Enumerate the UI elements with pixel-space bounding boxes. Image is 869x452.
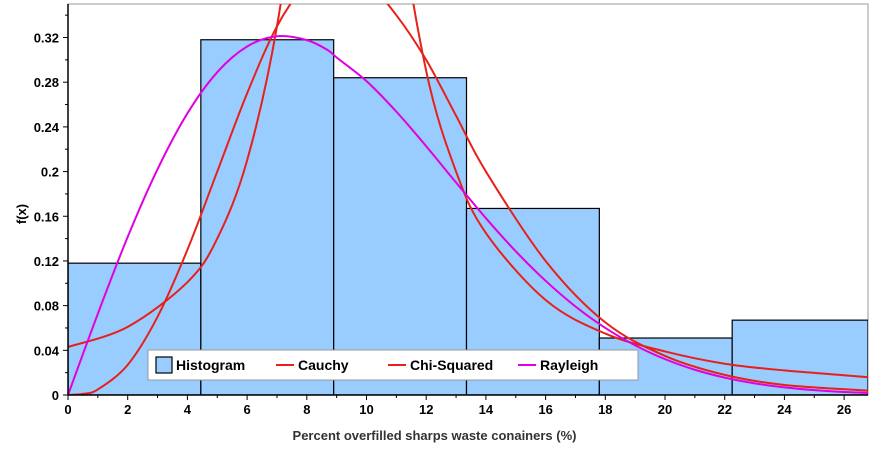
x-tick-label: 12 <box>419 402 433 417</box>
y-tick-label: 0.28 <box>34 75 59 90</box>
legend: Histogram Cauchy Chi-Squared Rayleigh <box>147 349 639 381</box>
legend-swatch-histogram <box>155 356 173 374</box>
x-tick-label: 10 <box>359 402 373 417</box>
y-tick-label: 0.16 <box>34 209 59 224</box>
x-tick-label: 6 <box>243 402 250 417</box>
series-line-rayleigh <box>68 35 868 395</box>
x-tick-label: 22 <box>717 402 731 417</box>
x-tick-label: 20 <box>658 402 672 417</box>
histogram-bars <box>68 39 868 395</box>
x-tick-label: 4 <box>184 402 192 417</box>
x-tick-label: 18 <box>598 402 612 417</box>
y-tick-label: 0.32 <box>34 31 59 46</box>
x-tick-label: 16 <box>538 402 552 417</box>
y-tick-label: 0.12 <box>34 254 59 269</box>
x-tick-label: 26 <box>837 402 851 417</box>
y-tick-label: 0.04 <box>34 343 60 358</box>
legend-label: Histogram <box>176 357 245 373</box>
legend-label: Chi-Squared <box>410 357 493 373</box>
series-line-chi-squared <box>68 4 868 395</box>
y-tick-label: 0 <box>52 388 59 403</box>
x-tick-label: 2 <box>124 402 131 417</box>
density-curves <box>68 4 868 395</box>
legend-label: Rayleigh <box>540 357 598 373</box>
y-tick-label: 0.08 <box>34 299 59 314</box>
x-axis-title: Percent overfilled sharps waste conainer… <box>292 428 577 443</box>
y-axis-title: f(x) <box>14 204 29 224</box>
x-tick-label: 14 <box>479 402 494 417</box>
histogram-bar-2 <box>200 39 335 395</box>
legend-label: Cauchy <box>298 357 349 373</box>
x-tick-label: 0 <box>64 402 71 417</box>
y-tick-label: 0.2 <box>41 165 59 180</box>
axes: 0 2 4 6 8 10 12 14 16 18 20 22 24 2600.040.080.120.16… <box>34 4 868 417</box>
x-tick-label: 24 <box>777 402 792 417</box>
histogram-bar-3 <box>333 77 468 395</box>
x-tick-label: 8 <box>303 402 310 417</box>
y-tick-label: 0.24 <box>34 120 60 135</box>
